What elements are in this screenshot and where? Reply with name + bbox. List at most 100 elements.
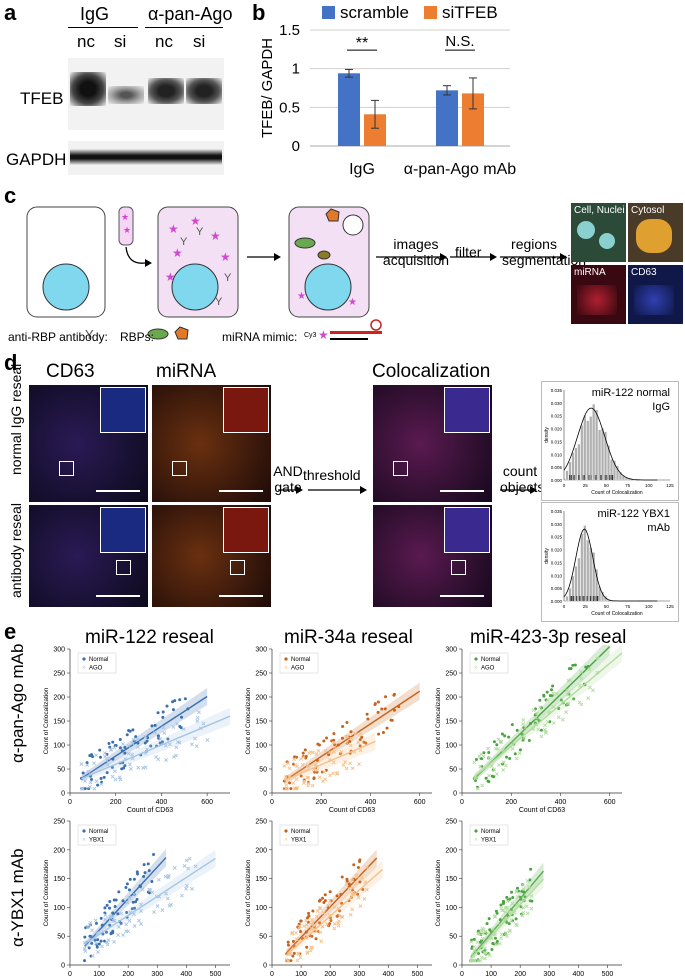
scatter-point	[505, 920, 509, 924]
scatter-point	[301, 751, 305, 755]
scatter-point	[515, 728, 519, 732]
scatter-plot-r0-c0: 0 50 100 150 200 250 300 0 200 400 600 Count of CD6…	[43, 647, 231, 814]
svg-text:★: ★	[123, 225, 131, 235]
scatter-point	[491, 942, 495, 946]
scatter-point	[510, 890, 514, 894]
hist-y-tick: 0.020	[551, 548, 563, 553]
scatter-point	[107, 741, 111, 745]
y-tick-label: 100	[445, 743, 457, 750]
y-tick-label: 250	[445, 819, 457, 826]
scatter-point	[362, 740, 366, 744]
scatter-point	[328, 890, 332, 894]
sig-label: **	[356, 35, 368, 52]
y-tick-label: 0	[453, 791, 457, 798]
legend-marker-normal	[474, 829, 478, 833]
hist-x-tick: 0	[563, 604, 566, 609]
scatter-point	[161, 715, 165, 719]
scatter-point	[152, 853, 156, 857]
hist-bar	[565, 596, 569, 602]
hist-bar	[610, 459, 613, 481]
scatter-point	[508, 756, 512, 760]
scatter-point	[171, 708, 175, 712]
star-icon: ★	[318, 328, 329, 342]
svg-text:Y: Y	[196, 226, 204, 238]
scatter-point	[380, 707, 384, 711]
scatter-point	[345, 877, 349, 881]
legend-label-second: AGO	[89, 666, 103, 672]
hist-bar	[613, 460, 616, 481]
legend-box	[77, 824, 117, 846]
step-and-gate: AND gate	[273, 463, 303, 495]
scatter-point	[559, 698, 563, 702]
hist-y-label: density	[544, 548, 550, 564]
scatter-point	[505, 755, 509, 759]
scatter-point	[514, 917, 518, 921]
legend-marker-normal	[474, 657, 478, 661]
scatter-point	[123, 751, 127, 755]
scatter-point	[125, 911, 129, 915]
scatter-point	[360, 735, 364, 739]
thumb-cd63: CD63	[628, 265, 683, 324]
scatter-point	[571, 663, 575, 667]
scatter-plot-r0-c2: 0 50 100 150 200 250 300 0 200 400 600 Count of CD6…	[435, 645, 623, 814]
x-tick-label: 300	[353, 971, 365, 978]
scatter-point	[550, 693, 554, 697]
scatter-point	[153, 723, 157, 727]
scatter-point	[312, 777, 316, 781]
scatter-point	[165, 704, 169, 708]
scatter-point	[131, 728, 135, 732]
scatter-point	[347, 882, 351, 886]
legend-box	[279, 652, 319, 674]
y-tick-label: 200	[255, 847, 267, 854]
legend-label-normal: Normal	[481, 829, 500, 835]
scatter-point	[519, 905, 523, 909]
scatter-point	[98, 755, 102, 759]
scatter-point	[103, 906, 107, 910]
x-tick-label: 400	[181, 971, 193, 978]
y-tick-label: 50	[449, 934, 457, 941]
scatter-point	[486, 779, 490, 783]
x-tick-label: 200	[122, 971, 134, 978]
legend-marker-second: ×	[82, 838, 86, 844]
y-tick-label: 50	[259, 934, 267, 941]
svg-text:★: ★	[172, 246, 183, 260]
scatter-point	[485, 922, 489, 926]
svg-text:★: ★	[121, 212, 129, 222]
row-label-tfeb: TFEB	[20, 89, 64, 108]
scatter-point	[358, 744, 362, 748]
y-tick-label: 100	[255, 905, 267, 912]
scatter-point	[150, 880, 154, 884]
scatter-point	[123, 746, 127, 750]
scatter-point	[332, 732, 336, 736]
col-title-mir122: miR-122 reseal	[85, 627, 214, 648]
scatter-point	[482, 751, 486, 755]
scatter-point	[538, 698, 542, 702]
legend-marker-second: ×	[474, 838, 478, 844]
y-tick-label: 100	[255, 743, 267, 750]
scatter-point	[390, 718, 394, 722]
sig-label: N.S.	[445, 33, 474, 50]
scatter-point	[376, 710, 380, 714]
x-tick-label: 0	[460, 971, 464, 978]
scatter-point	[99, 916, 103, 920]
scatter-point	[96, 938, 100, 942]
scatter-point	[125, 733, 129, 737]
scatter-point	[124, 886, 128, 890]
scatter-point	[178, 725, 182, 729]
step-threshold: threshold	[303, 467, 361, 483]
legend-marker-normal	[82, 829, 86, 833]
scatter-point	[335, 914, 339, 918]
scatter-point	[490, 948, 494, 952]
legend-marker-normal	[284, 829, 288, 833]
hist-y-tick: 0.025	[551, 414, 563, 419]
hist-bar	[589, 416, 593, 481]
scatter-point	[105, 903, 109, 907]
hist-x-label: Count of Colocalization	[591, 611, 643, 617]
svg-text:Y: Y	[215, 296, 223, 308]
legend-label-normal: Normal	[89, 829, 108, 835]
regression-line	[286, 868, 384, 956]
scatter-point	[134, 900, 138, 904]
legend-marker-normal	[284, 657, 288, 661]
regression-line	[84, 857, 216, 945]
